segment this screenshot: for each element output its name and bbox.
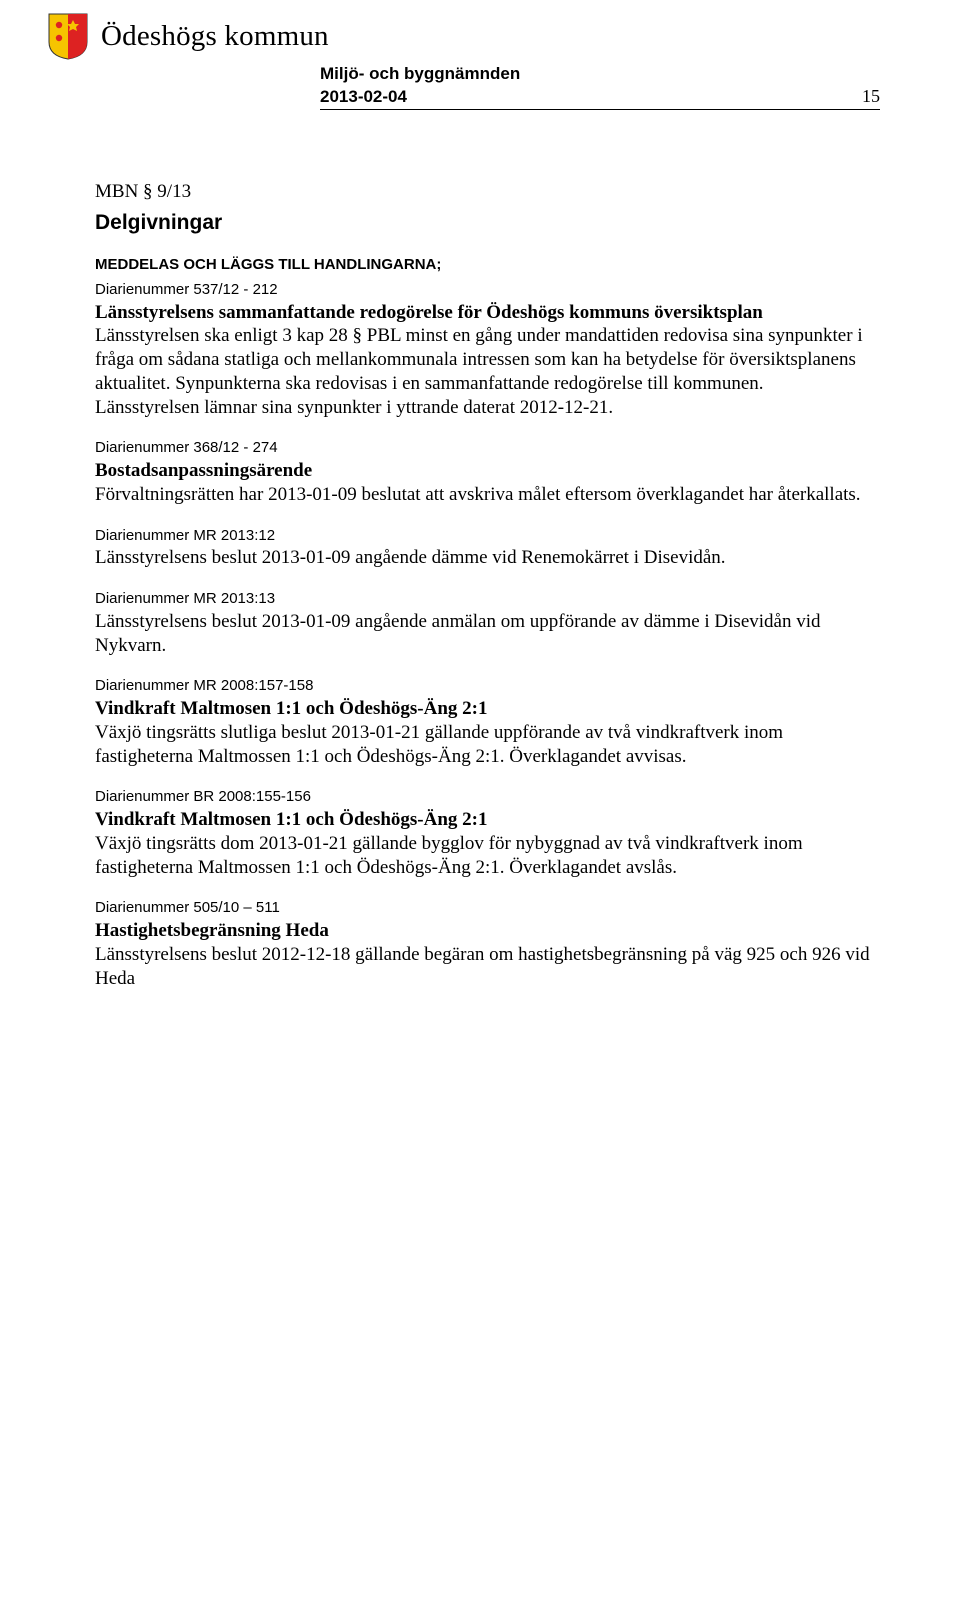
entry-body: Länsstyrelsen ska enligt 3 kap 28 § PBL … xyxy=(95,324,870,419)
entry-title: Hastighetsbegränsning Heda xyxy=(95,920,329,941)
entry-diary: Diarienummer 368/12 - 274 xyxy=(95,439,870,458)
entry: Diarienummer 368/12 - 274 Bostadsanpassn… xyxy=(95,439,870,506)
section-label: MEDDELAS OCH LÄGGS TILL HANDLINGARNA; xyxy=(95,256,870,275)
entry: Diarienummer MR 2008:157-158 Vindkraft M… xyxy=(95,677,870,768)
entry-diary: Diarienummer MR 2013:13 xyxy=(95,590,870,609)
case-reference: MBN § 9/13 xyxy=(95,180,870,204)
entry-title: Vindkraft Maltmosen 1:1 och Ödeshögs-Äng… xyxy=(95,698,488,719)
entry-body: Växjö tingsrätts dom 2013-01-21 gällande… xyxy=(95,832,870,880)
crest-icon xyxy=(47,12,89,60)
entry-body: Förvaltningsrätten har 2013-01-09 beslut… xyxy=(95,483,870,507)
entry-title: Länsstyrelsens sammanfattande redogörels… xyxy=(95,302,763,323)
entry-diary: Diarienummer 537/12 - 212 xyxy=(95,281,870,300)
content: MBN § 9/13 Delgivningar MEDDELAS OCH LÄG… xyxy=(95,180,870,990)
entry-body: Länsstyrelsens beslut 2013-01-09 angåend… xyxy=(95,610,870,658)
entry-body: Växjö tingsrätts slutliga beslut 2013-01… xyxy=(95,721,870,769)
header-block: Miljö- och byggnämnden 2013-02-04 15 xyxy=(320,64,880,110)
entry: Diarienummer MR 2013:13 Länsstyrelsens b… xyxy=(95,590,870,657)
entry-body: Länsstyrelsens beslut 2013-01-09 angåend… xyxy=(95,546,870,570)
entry-body: Länsstyrelsens beslut 2012-12-18 gälland… xyxy=(95,943,870,991)
entry: Diarienummer 537/12 - 212 Länsstyrelsens… xyxy=(95,281,870,420)
entry: Diarienummer MR 2013:12 Länsstyrelsens b… xyxy=(95,527,870,571)
entry: Diarienummer 505/10 – 511 Hastighetsbegr… xyxy=(95,899,870,990)
entry-diary: Diarienummer BR 2008:155-156 xyxy=(95,788,870,807)
entry: Diarienummer BR 2008:155-156 Vindkraft M… xyxy=(95,788,870,879)
masthead: Ödeshögs kommun xyxy=(47,12,870,60)
header-date: 2013-02-04 xyxy=(320,87,407,107)
entry-title: Bostadsanpassningsärende xyxy=(95,460,312,481)
entry-diary: Diarienummer MR 2013:12 xyxy=(95,527,870,546)
org-name: Ödeshögs kommun xyxy=(101,20,329,53)
page-number: 15 xyxy=(862,86,880,107)
entry-diary: Diarienummer 505/10 – 511 xyxy=(95,899,870,918)
header-meta-row: 2013-02-04 15 xyxy=(320,86,880,110)
entry-diary: Diarienummer MR 2008:157-158 xyxy=(95,677,870,696)
entry-title: Vindkraft Maltmosen 1:1 och Ödeshögs-Äng… xyxy=(95,809,488,830)
document-title: Delgivningar xyxy=(95,210,870,236)
page: Ödeshögs kommun Miljö- och byggnämnden 2… xyxy=(0,0,960,1605)
committee-name: Miljö- och byggnämnden xyxy=(320,64,880,84)
